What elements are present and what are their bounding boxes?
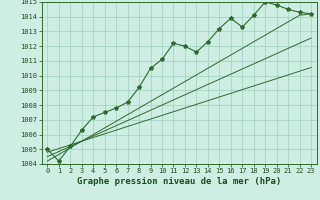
X-axis label: Graphe pression niveau de la mer (hPa): Graphe pression niveau de la mer (hPa) — [77, 177, 281, 186]
